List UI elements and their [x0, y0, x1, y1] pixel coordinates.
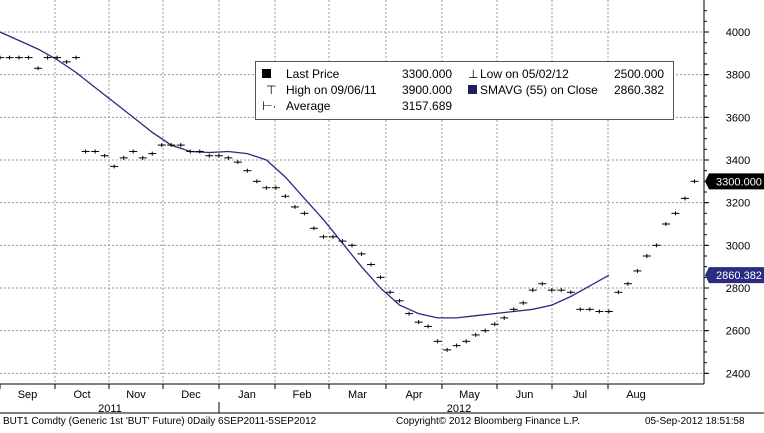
legend-label-sma: SMAVG (55) on Close — [480, 83, 598, 97]
last-price-tag-bg — [705, 173, 764, 190]
timestamp-text: 05-Sep-2012 18:51:58 — [645, 416, 745, 427]
x-month-label: May — [459, 389, 480, 401]
y-tick-label: 2800 — [726, 283, 750, 295]
sma-square-icon — [468, 85, 477, 94]
x-month-label: Apr — [405, 389, 422, 401]
y-tick-label: 3600 — [726, 112, 750, 124]
x-month-label: Jul — [573, 389, 587, 401]
legend-label-average: Average — [286, 99, 331, 113]
copyright-text: Copyright© 2012 Bloomberg Finance L.P. — [396, 416, 580, 427]
last-price-tag-text: 3300.000 — [716, 176, 762, 188]
legend-label-high: High on 09/06/11 — [286, 83, 377, 97]
x-month-label: Jan — [238, 389, 256, 401]
sma-tag-text: 2860.382 — [716, 270, 762, 282]
x-month-label: Dec — [181, 389, 201, 401]
sma-tag: 2860.382 — [705, 267, 764, 284]
sma-tag-bg — [705, 267, 764, 284]
y-tick-label: 4000 — [726, 27, 750, 39]
average-marker-icon: ⊢· — [262, 99, 277, 113]
sma-line-group — [0, 31, 610, 319]
y-axis: 2400 2600 2800 3000 3200 3400 3600 3800 4000 3300… — [703, 0, 764, 384]
legend-value-last-price: 3300.000 — [402, 67, 453, 81]
price-series-group — [0, 55, 699, 352]
y-tick-label: 3000 — [726, 240, 750, 252]
y-tick-label: 3200 — [726, 198, 750, 210]
y-tick-label: 3800 — [726, 70, 750, 82]
x-month-label: Sep — [18, 389, 38, 401]
x-month-label: Jun — [516, 389, 534, 401]
legend-value-sma: 2860.382 — [614, 83, 665, 97]
y-tick-label: 2600 — [726, 326, 750, 338]
legend-value-high: 3900.000 — [402, 83, 453, 97]
x-month-label: Nov — [126, 389, 146, 401]
sma-line — [0, 31, 610, 319]
chart-grid — [0, 0, 704, 384]
legend-box: Last Price 3300.000 ⊥ Low on 05/02/12 25… — [255, 61, 674, 120]
x-axis: Sep Oct Nov Dec Jan Feb Mar Apr May Jun Jul Aug 2011… — [0, 383, 764, 415]
low-marker-icon: ⊥ — [468, 67, 479, 81]
legend-label-last-price: Last Price — [286, 67, 340, 81]
ticker-description: BUT1 Comdty (Generic 1st 'BUT' Future) 0… — [3, 416, 317, 427]
x-month-label: Aug — [626, 389, 646, 401]
legend-value-average: 3157.689 — [402, 99, 453, 113]
x-month-label: Feb — [293, 389, 312, 401]
legend-label-low: Low on 05/02/12 — [480, 67, 569, 81]
x-month-label: Mar — [348, 389, 367, 401]
x-month-label: Oct — [73, 389, 90, 401]
last-price-tag: 3300.000 — [705, 173, 764, 190]
y-tick-label: 3400 — [726, 155, 750, 167]
year-label-2012: 2012 — [447, 403, 471, 415]
high-marker-icon: ⊤ — [266, 83, 277, 97]
legend-value-low: 2500.000 — [614, 67, 665, 81]
y-tick-label: 2400 — [726, 368, 750, 380]
last-price-square-icon — [262, 69, 271, 78]
year-label-2011: 2011 — [98, 403, 122, 415]
